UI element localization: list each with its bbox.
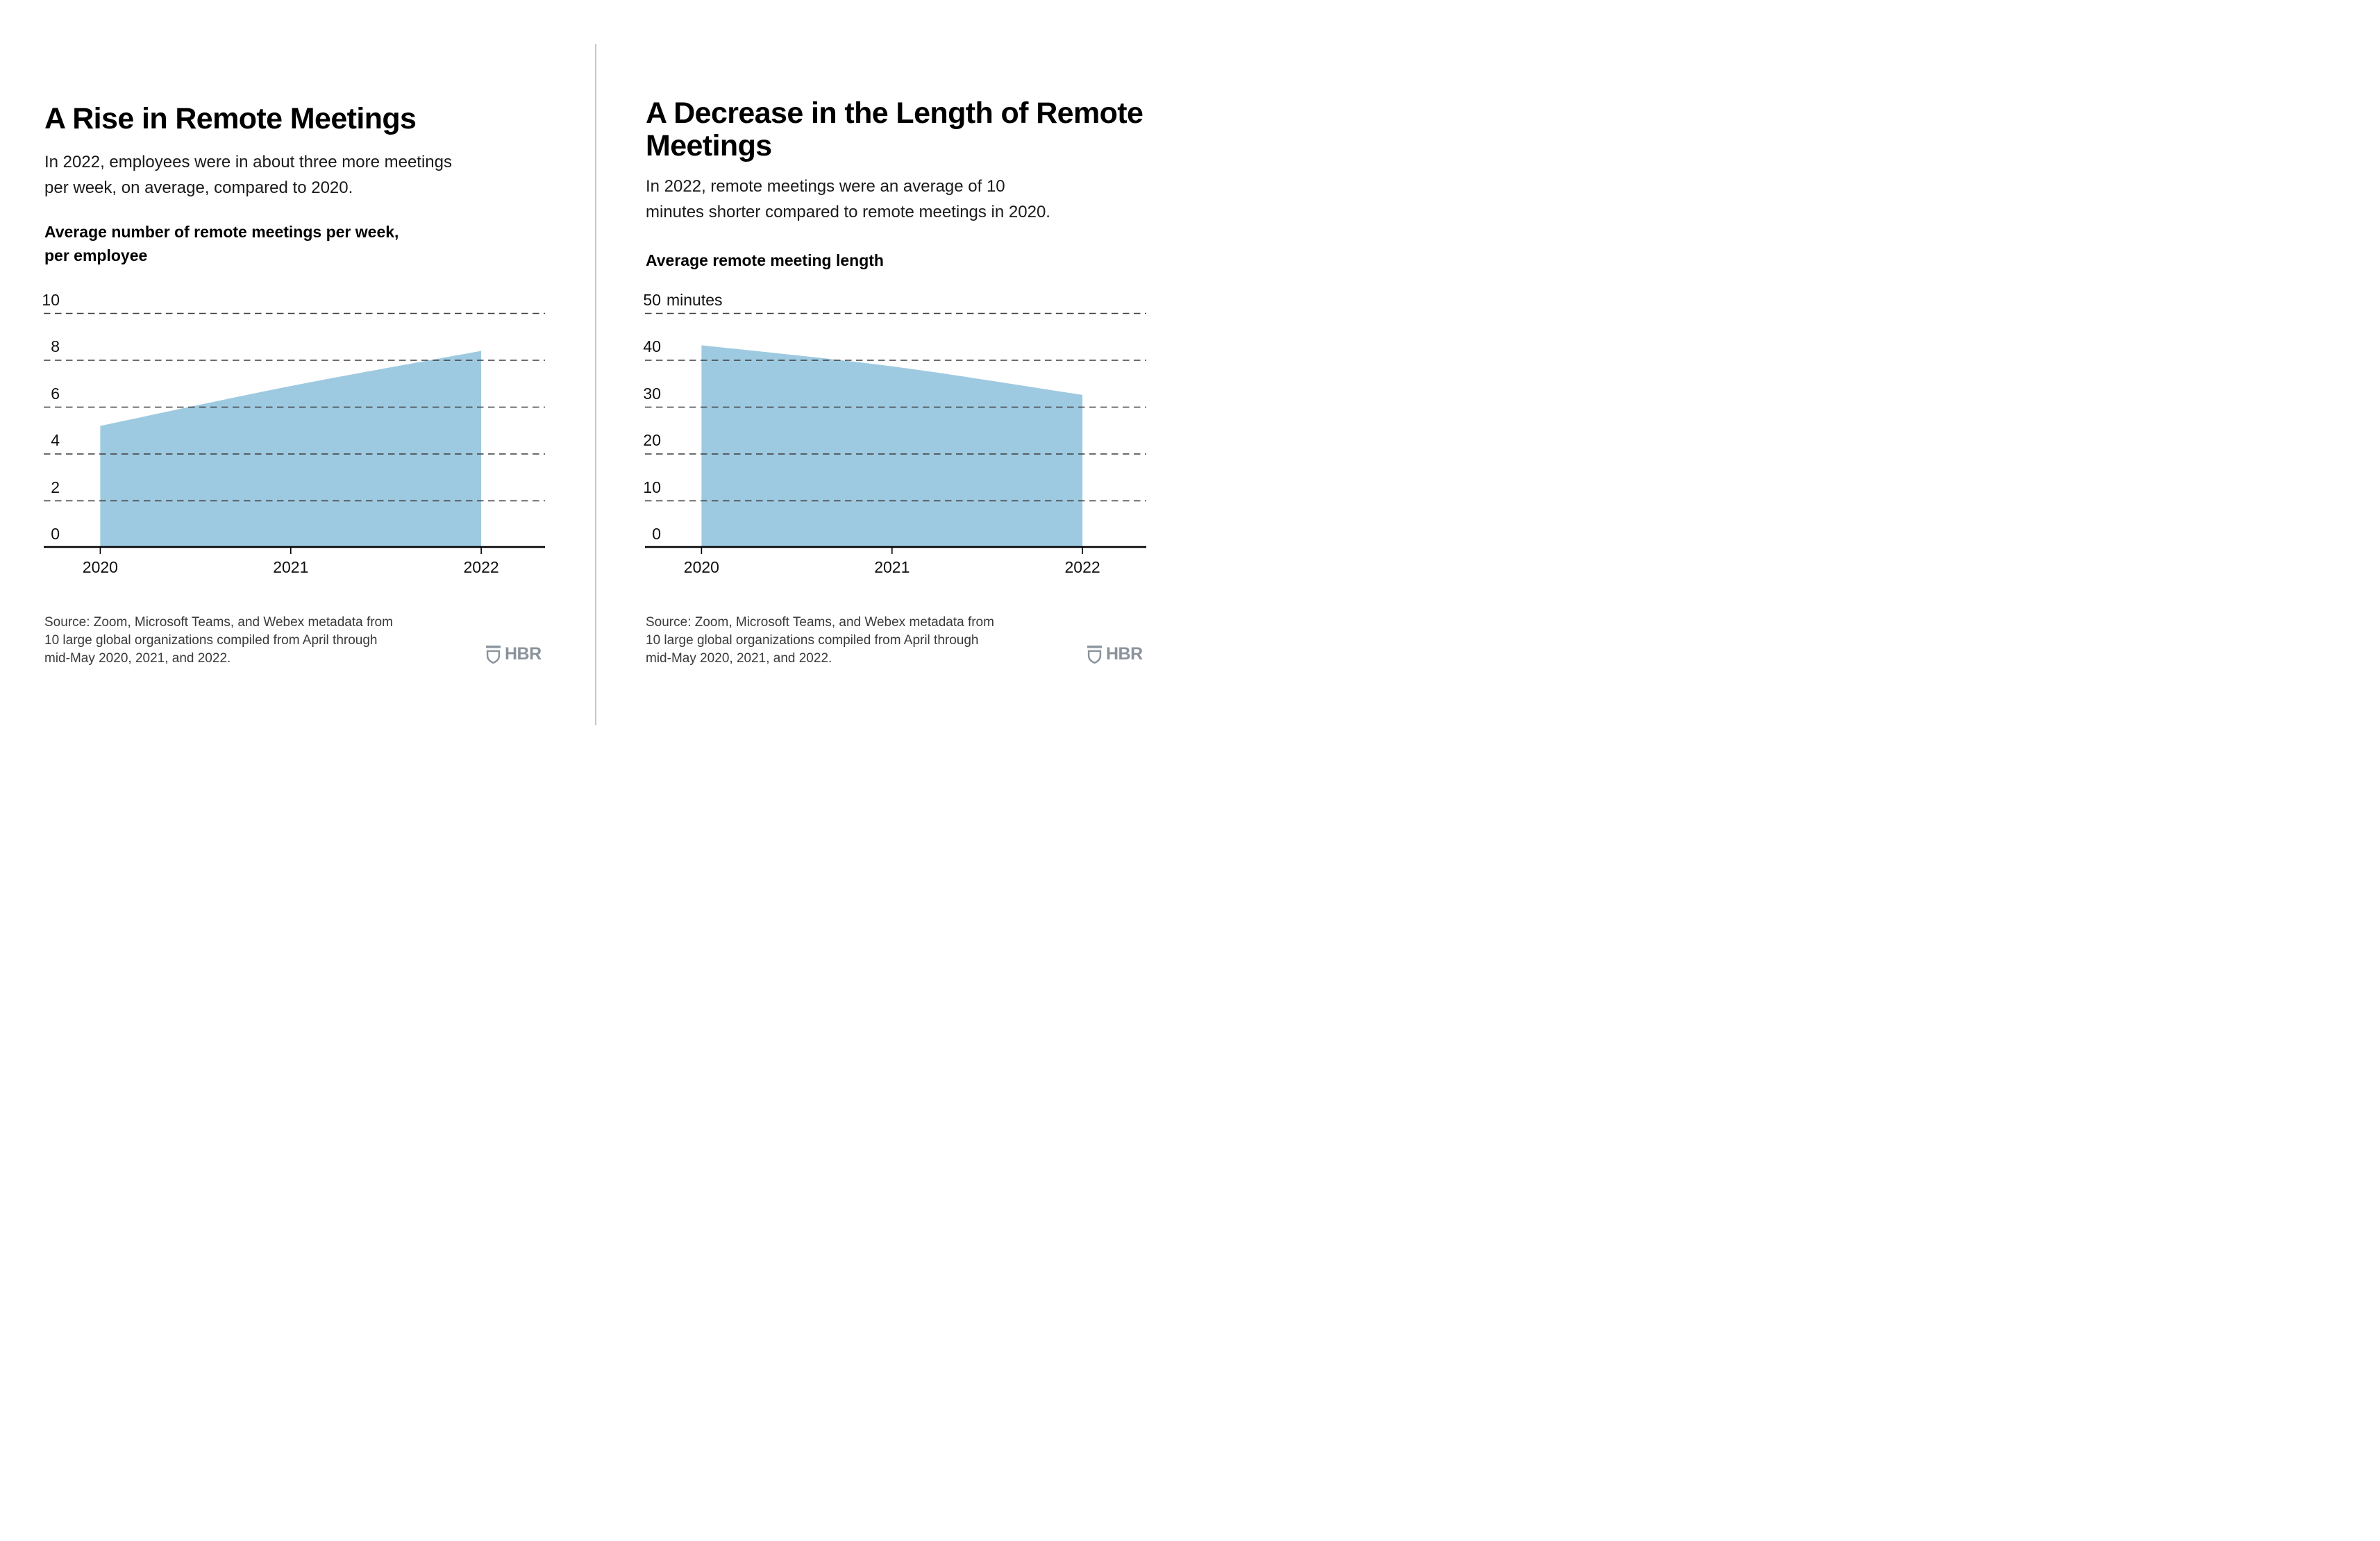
hbr-shield-icon (486, 645, 501, 664)
chart-canvas (44, 312, 545, 554)
y-tick-value: 8 (51, 337, 60, 355)
metric-label: Average remote meeting length (646, 249, 884, 272)
x-tick-label: 2022 (1064, 558, 1100, 576)
metric-label: Average number of remote meetings per we… (44, 220, 399, 267)
source-note-line: Source: Zoom, Microsoft Teams, and Webex… (44, 615, 393, 630)
source-note: Source: Zoom, Microsoft Teams, and Webex… (44, 614, 393, 668)
y-tick-label: 50 minutes (640, 290, 723, 310)
y-tick-value: 20 (643, 431, 661, 449)
y-tick-label: 8 (39, 337, 60, 356)
y-tick-value: 30 (643, 384, 661, 403)
area-fill (701, 345, 1083, 548)
source-note-line: 10 large global organizations compiled f… (646, 633, 979, 648)
chart-title: A Decrease in the Length of Remote Meeti… (646, 97, 1143, 162)
chart-subtitle: In 2022, employees were in about three m… (44, 149, 452, 201)
x-tick-label: 2020 (82, 558, 118, 576)
area-fill (100, 351, 482, 548)
metric-label-line: per employee (44, 246, 148, 264)
y-tick-value: 2 (51, 478, 60, 496)
y-tick-label: 0 (640, 525, 661, 544)
y-tick-value: 6 (51, 384, 60, 403)
y-tick-label: 20 (640, 431, 661, 450)
source-note-line: 10 large global organizations compiled f… (44, 633, 378, 648)
y-axis-unit-label: minutes (667, 290, 723, 309)
hbr-shield-icon (1087, 645, 1102, 664)
x-tick-label: 2021 (874, 558, 910, 576)
y-tick-value: 4 (51, 431, 60, 449)
source-note-line: mid-May 2020, 2021, and 2022. (44, 651, 231, 666)
metric-label-line: Average remote meeting length (646, 251, 884, 269)
chart-section-remote-meetings-count: A Rise in Remote Meetings In 2022, emplo… (0, 0, 548, 770)
x-tick-label: 2021 (273, 558, 309, 576)
metric-label-line: Average number of remote meetings per we… (44, 223, 399, 241)
chart-title-line: A Rise in Remote Meetings (44, 102, 417, 135)
chart-section-remote-meeting-length: A Decrease in the Length of Remote Meeti… (601, 0, 1150, 770)
x-tick-label: 2022 (463, 558, 499, 576)
vertical-divider (595, 44, 596, 725)
source-note-line: mid-May 2020, 2021, and 2022. (646, 651, 832, 666)
chart-subtitle-line: In 2022, remote meetings were an average… (646, 177, 1005, 196)
chart-subtitle-line: minutes shorter compared to remote meeti… (646, 203, 1050, 221)
area-chart-meetings-per-week: 0 2 4 6 8 10 2020 2021 2022 (42, 291, 545, 583)
chart-title-line: A Decrease in the Length of Remote (646, 96, 1143, 130)
hbr-infographic-page: A Rise in Remote Meetings In 2022, emplo… (0, 0, 1190, 770)
hbr-logo-text: HBR (505, 644, 542, 664)
x-tick-label: 2020 (683, 558, 719, 576)
chart-subtitle: In 2022, remote meetings were an average… (646, 174, 1050, 225)
y-tick-label: 10 (640, 478, 661, 497)
y-tick-label: 40 (640, 337, 661, 356)
source-note: Source: Zoom, Microsoft Teams, and Webex… (646, 614, 994, 668)
y-tick-label: 0 (39, 525, 60, 544)
y-tick-value: 10 (643, 478, 661, 496)
hbr-logo: HBR (486, 644, 542, 664)
y-tick-label: 4 (39, 431, 60, 450)
area-chart-meeting-length: 0 10 20 30 40 50 minutes 2020 2021 2022 (643, 291, 1146, 583)
y-tick-value: 40 (643, 337, 661, 355)
chart-title: A Rise in Remote Meetings (44, 102, 417, 135)
y-tick-value: 50 (643, 290, 661, 309)
chart-subtitle-line: per week, on average, compared to 2020. (44, 178, 353, 197)
y-tick-label: 6 (39, 385, 60, 403)
chart-title-line: Meetings (646, 129, 772, 162)
y-tick-label: 30 (640, 385, 661, 403)
source-note-line: Source: Zoom, Microsoft Teams, and Webex… (646, 615, 994, 630)
y-tick-value: 10 (42, 290, 60, 309)
y-tick-value: 0 (51, 525, 60, 543)
y-tick-value: 0 (652, 525, 661, 543)
y-tick-label: 10 (39, 291, 60, 310)
y-tick-label: 2 (39, 478, 60, 497)
hbr-logo-text: HBR (1106, 644, 1143, 664)
chart-canvas (645, 312, 1146, 554)
chart-subtitle-line: In 2022, employees were in about three m… (44, 153, 453, 171)
hbr-logo: HBR (1087, 644, 1143, 664)
